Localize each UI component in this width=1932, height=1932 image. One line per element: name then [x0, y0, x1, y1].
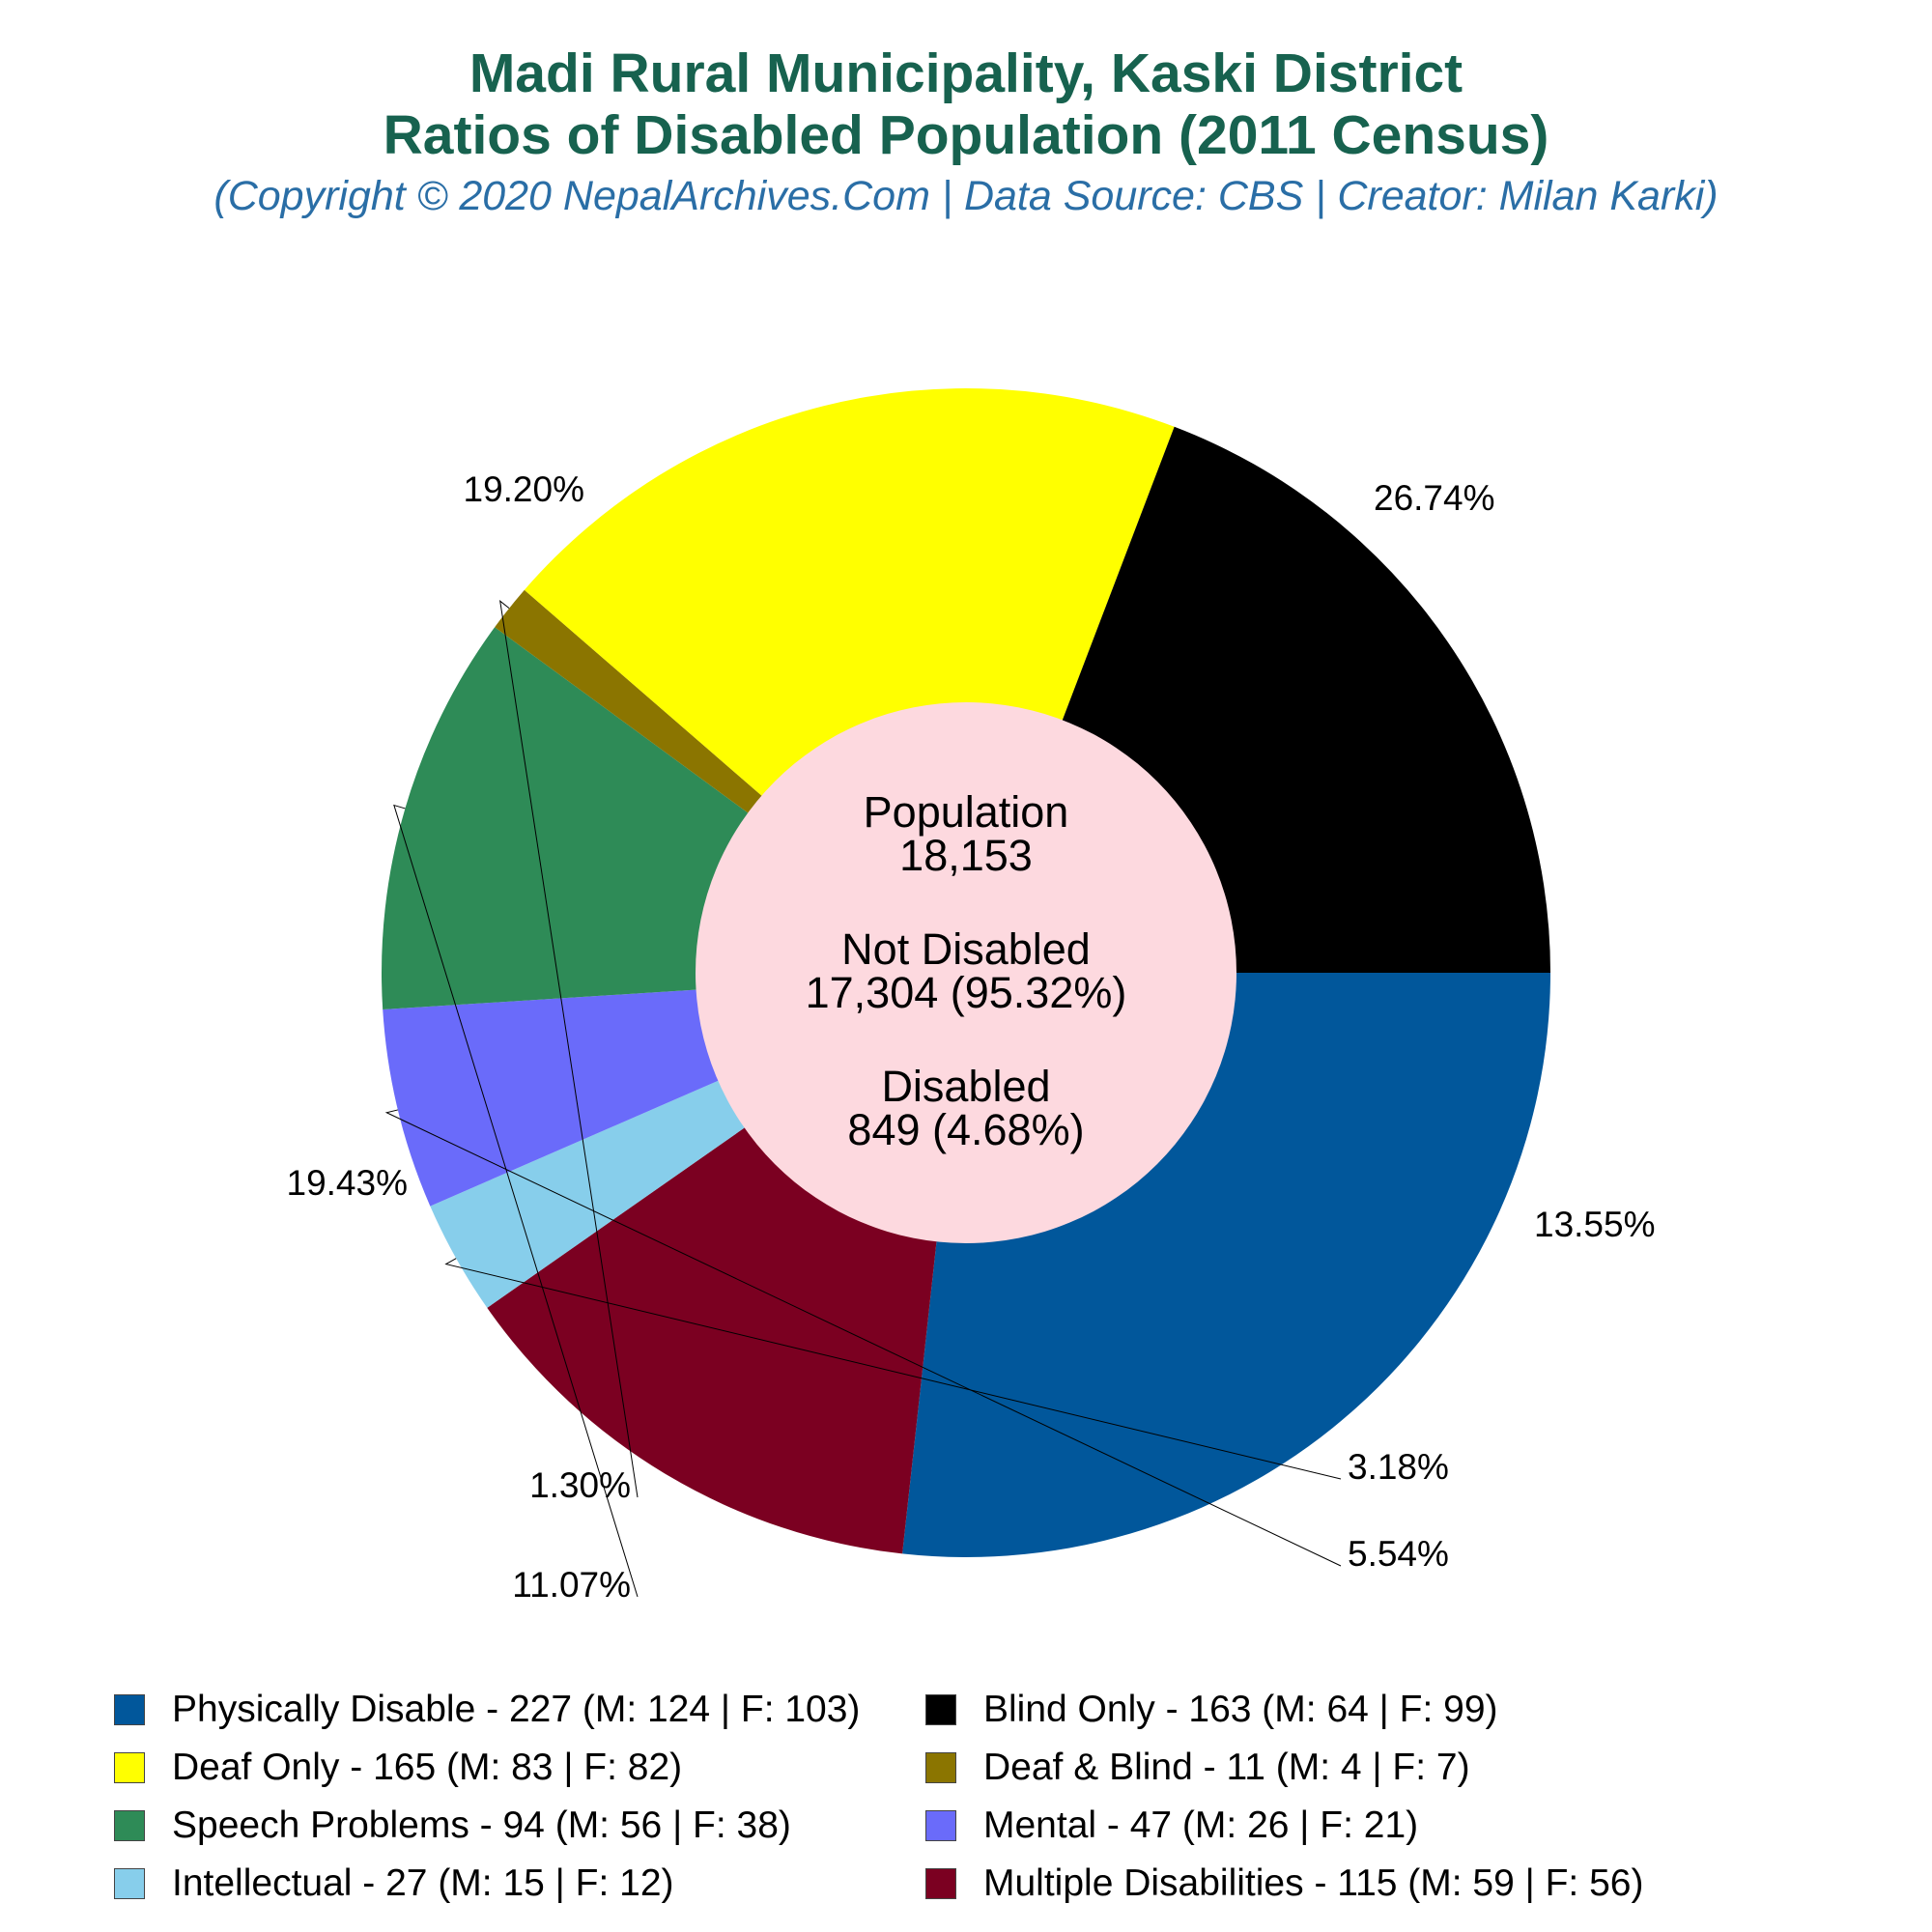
percent-label-speech-problems: 11.07%	[512, 1565, 631, 1605]
legend-label-mental: Mental - 47 (M: 26 | F: 21)	[983, 1804, 1419, 1846]
legend-label-intellectual: Intellectual - 27 (M: 15 | F: 12)	[172, 1862, 674, 1904]
legend-label-multiple-disabilities: Multiple Disabilities - 115 (M: 59 | F: …	[983, 1862, 1644, 1904]
legend-swatch-intellectual	[114, 1868, 145, 1899]
center-not-disabled-value: 17,304 (95.32%)	[805, 968, 1127, 1017]
legend-swatch-mental	[925, 1810, 956, 1841]
center-circle	[696, 702, 1236, 1243]
legend-swatch-speech-problems	[114, 1810, 145, 1841]
title-line-1: Madi Rural Municipality, Kaski District	[469, 43, 1463, 104]
percent-label-multiple-disabilities: 13.55%	[1534, 1205, 1656, 1244]
legend-item-deaf-and-blind: Deaf & Blind - 11 (M: 4 | F: 7)	[925, 1744, 1470, 1792]
percent-label-mental: 5.54%	[1348, 1534, 1449, 1574]
chart-title: Madi Rural Municipality, Kaski District …	[0, 43, 1932, 166]
legend-item-deaf-only: Deaf Only - 165 (M: 83 | F: 82)	[114, 1744, 682, 1792]
legend-item-mental: Mental - 47 (M: 26 | F: 21)	[925, 1802, 1418, 1850]
leader-line-mental	[384, 1109, 1342, 1567]
center-population-value: 18,153	[899, 831, 1033, 880]
legend-label-deaf-only: Deaf Only - 165 (M: 83 | F: 82)	[172, 1747, 683, 1788]
center-population: Population 18,153	[705, 790, 1227, 877]
legend-label-physically-disable: Physically Disable - 227 (M: 124 | F: 10…	[172, 1689, 861, 1730]
percent-label-deaf-and-blind: 1.30%	[529, 1465, 631, 1505]
percent-label-intellectual: 3.18%	[1348, 1447, 1449, 1487]
legend-item-physically-disable: Physically Disable - 227 (M: 124 | F: 10…	[114, 1686, 860, 1734]
leader-line-intellectual	[444, 1258, 1342, 1480]
legend-item-speech-problems: Speech Problems - 94 (M: 56 | F: 38)	[114, 1802, 791, 1850]
legend-item-intellectual: Intellectual - 27 (M: 15 | F: 12)	[114, 1860, 674, 1908]
legend-swatch-multiple-disabilities	[925, 1868, 956, 1899]
legend-swatch-deaf-only	[114, 1752, 145, 1783]
center-population-label: Population	[863, 787, 1069, 837]
center-not-disabled-label: Not Disabled	[841, 924, 1091, 974]
leader-line-speech-problems	[393, 804, 639, 1598]
percent-label-deaf-only: 19.43%	[287, 1163, 409, 1203]
percent-label-blind-only: 19.20%	[464, 469, 585, 509]
legend-swatch-deaf-and-blind	[925, 1752, 956, 1783]
center-disabled: Disabled 849 (4.68%)	[705, 1065, 1227, 1151]
legend-label-speech-problems: Speech Problems - 94 (M: 56 | F: 38)	[172, 1804, 791, 1846]
percent-label-physically-disable: 26.74%	[1374, 478, 1495, 518]
legend-swatch-blind-only	[925, 1694, 956, 1725]
legend-item-blind-only: Blind Only - 163 (M: 64 | F: 99)	[925, 1686, 1498, 1734]
center-disabled-label: Disabled	[881, 1062, 1051, 1111]
legend-swatch-physically-disable	[114, 1694, 145, 1725]
leader-line-deaf-and-blind	[499, 599, 639, 1498]
title-line-2: Ratios of Disabled Population (2011 Cens…	[383, 104, 1549, 166]
center-not-disabled: Not Disabled 17,304 (95.32%)	[705, 927, 1227, 1014]
pie-chart: 26.74% 13.55% 3.18% 5.54% 11.07% 1.30% 19.43% 1…	[287, 387, 1656, 1605]
chart-legend: Physically Disable - 227 (M: 124 | F: 10…	[114, 1681, 1853, 1913]
legend-label-deaf-and-blind: Deaf & Blind - 11 (M: 4 | F: 7)	[983, 1747, 1470, 1788]
legend-label-blind-only: Blind Only - 163 (M: 64 | F: 99)	[983, 1689, 1498, 1730]
center-disabled-value: 849 (4.68%)	[847, 1105, 1085, 1154]
chart-subtitle: (Copyright © 2020 NepalArchives.Com | Da…	[213, 173, 1719, 219]
legend-item-multiple-disabilities: Multiple Disabilities - 115 (M: 59 | F: …	[925, 1860, 1643, 1908]
